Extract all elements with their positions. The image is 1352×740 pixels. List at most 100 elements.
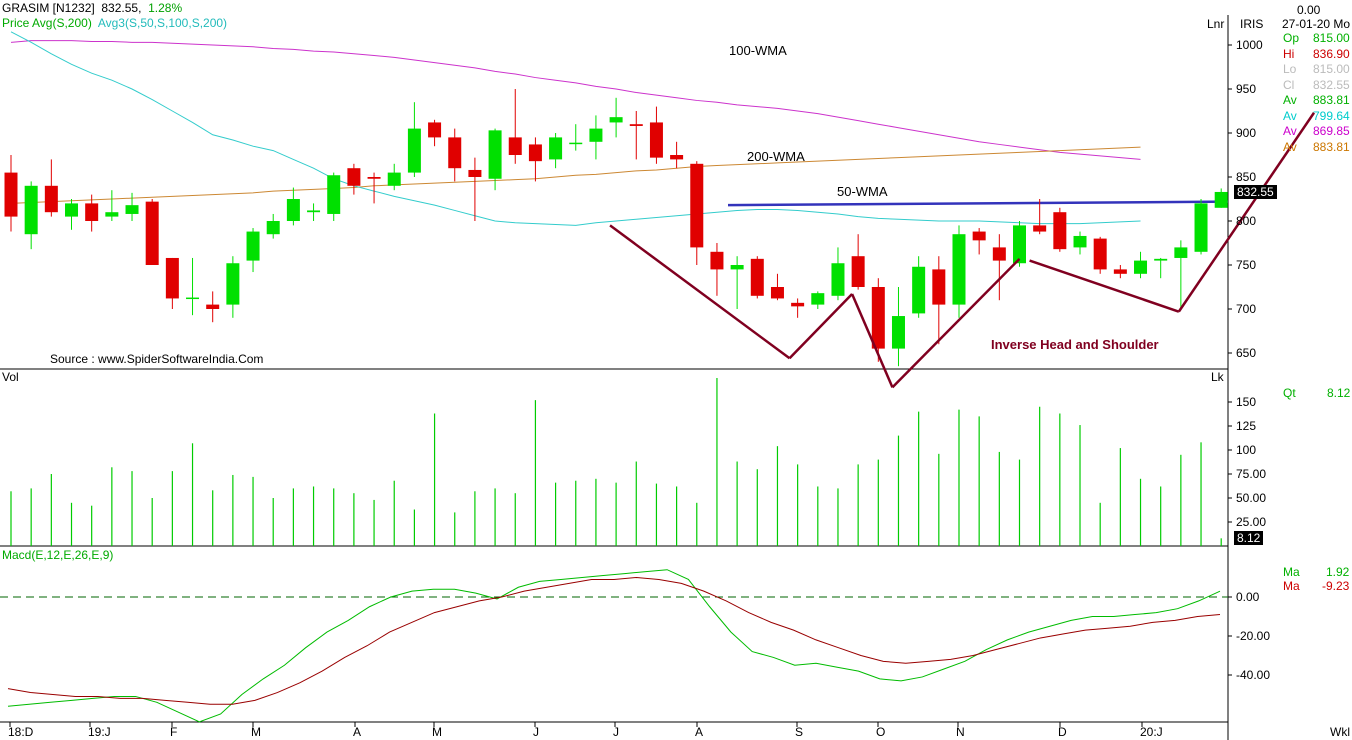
volume-tick-label: 125 [1236,419,1256,433]
candle-body [44,185,58,213]
volume-tick-label: 50.00 [1236,491,1266,505]
time-tick-label: 20:J [1140,725,1163,739]
macd-ma1-key: Ma [1283,565,1300,579]
wma200-annotation: 200-WMA [747,149,805,164]
volume-axis: 25.00 50.00 75.00 100 125 150 [1228,395,1266,529]
candle-body [367,177,381,179]
moving-average-lines [10,31,1229,226]
candle-body [1174,247,1188,258]
ohlc-value-5: 799.64 [1313,108,1350,123]
macd-tick-label: 0.00 [1236,590,1260,604]
candle-body [206,304,220,309]
wma200-line [10,146,1141,204]
macd-lines [0,569,1228,723]
candle-body [24,185,38,235]
ohlc-value-6: 869.85 [1313,124,1350,138]
ohlc-key-6: Av [1283,124,1297,138]
change-percent: 1.28% [148,1,183,15]
candle-body [327,175,341,214]
candle-body [791,302,805,307]
macd-tick-label: -20.00 [1236,629,1270,643]
ohlc-key-0: Op [1283,31,1300,45]
candle-body [145,201,159,265]
pattern-line [891,257,1021,389]
exchange-label: IRIS [1240,17,1264,31]
macd-ma1-value: 1.92 [1326,565,1350,579]
ohlc-key-5: Av [1283,108,1297,123]
candle-body [589,128,603,142]
candle-body [730,265,744,270]
candle-body [770,287,784,299]
candle-body [851,256,865,287]
candle-body [448,137,462,169]
panel-dividers [0,15,1229,740]
candle-body [972,231,986,241]
ohlc-key-1: Hi [1283,46,1295,61]
ohlc-key-4: Av [1283,93,1297,107]
price-axis: 650 700 750 800 850 900 950 1000 [1228,38,1263,360]
time-tick-label: M [432,725,442,739]
qt-value: 8.12 [1327,386,1351,400]
wma100-annotation: 100-WMA [729,43,787,58]
candle-body [1214,191,1228,208]
candle-body [1154,258,1168,261]
macd-tick-label: -40.00 [1236,668,1270,682]
price-avg-label: Price Avg(S,200) [2,16,92,30]
price-tick-label: 950 [1236,82,1256,96]
ohlc-value-4: 883.81 [1313,93,1350,107]
price-tick-label: 1000 [1236,38,1263,52]
volume-tick-label: 100 [1236,443,1256,457]
ohlc-value-2: 815.00 [1313,62,1350,76]
ohlc-value-7: 883.81 [1313,139,1350,154]
candle-body [992,247,1006,261]
pattern-line [609,224,791,360]
wkl-label[interactable]: Wkl [1330,725,1350,739]
candle-body [952,234,966,305]
candle-body [165,257,179,299]
candle-body [508,137,522,155]
volume-bars [10,378,1222,546]
candle-body [105,212,119,217]
candle-body [831,263,845,296]
indicator-line: Price Avg(S,200) Avg3(S,50,S,100,S,200) [2,16,227,30]
candle-body [387,172,401,186]
candle-body [186,297,200,300]
candle-body [649,122,663,158]
time-tick-label: O [876,725,885,739]
volume-label: Vol [2,370,19,384]
scale-mode-label[interactable]: Lnr [1207,17,1225,31]
wma50-highlight-line [727,200,1229,207]
macd-label: Macd(E,12,E,26,E,9) [2,548,114,562]
time-tick-label: J [613,725,619,739]
time-tick-label: 18:D [8,725,34,739]
candle-body [1013,225,1026,264]
candle-body [1093,238,1107,270]
pattern-annotation: Inverse Head and Shoulder [991,337,1159,352]
candle-body [468,169,482,177]
time-tick-label: A [353,725,361,739]
candle-body [266,221,280,235]
volume-badge: 8.12 [1234,531,1264,545]
candle-body [629,124,643,126]
volume-tick-label: 150 [1236,395,1256,409]
avg3-label: Avg3(S,50,S,100,S,200) [97,16,228,30]
ohlc-value-0: 815.00 [1313,31,1350,45]
source-credit: Source : www.SpiderSoftwareIndia.Com [50,352,264,366]
time-tick-label: D [1058,725,1067,739]
candle-body [85,203,99,221]
macd-axis: 0.00 -20.00 -40.00 [1228,590,1270,682]
candle-body [428,122,442,138]
pattern-line [850,293,894,388]
candle-body [549,137,563,160]
pattern-line [1029,259,1180,313]
candle-body [1033,225,1047,232]
candle-body [1073,235,1087,248]
price-tick-label: 750 [1236,258,1256,272]
time-tick-label: M [251,725,261,739]
candle-body [307,210,321,213]
candle-body [912,266,926,314]
price-tick-label: 850 [1236,170,1256,184]
price-tick-label: 900 [1236,126,1256,140]
candle-body [347,168,361,186]
